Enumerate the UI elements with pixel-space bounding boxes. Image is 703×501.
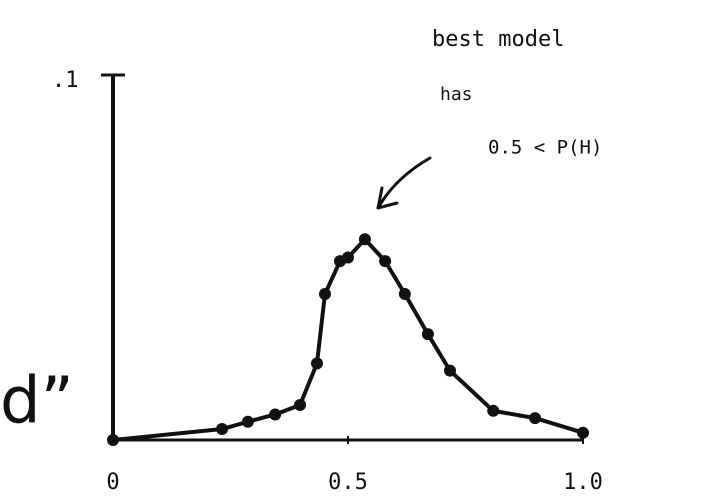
- data-point: [216, 423, 229, 436]
- data-point: [487, 404, 500, 417]
- data-point: [358, 233, 371, 246]
- annotation: best model: [432, 27, 564, 52]
- y-tick-label: .1: [52, 68, 79, 93]
- data-point: [107, 434, 119, 446]
- data-point: [379, 255, 392, 268]
- annotation: has: [440, 84, 473, 105]
- data-point: [241, 415, 254, 428]
- data-point: [421, 328, 434, 341]
- x-tick-label: 0: [106, 470, 119, 495]
- annotation: 0.5 < P(H): [488, 137, 602, 159]
- data-point: [398, 288, 411, 300]
- data-point: [529, 412, 542, 425]
- data-point: [318, 288, 331, 300]
- data-point: [577, 426, 589, 439]
- data-point: [310, 357, 323, 370]
- x-tick-label: 0.5: [328, 470, 368, 495]
- data-line: [112, 237, 584, 442]
- slide-fragment: d”: [0, 365, 74, 439]
- data-point: [269, 408, 282, 421]
- x-tick-label: 1.0: [563, 470, 603, 495]
- data-point: [342, 251, 354, 264]
- data-point: [443, 364, 456, 377]
- arrow: [376, 156, 432, 210]
- data-point: [294, 398, 307, 411]
